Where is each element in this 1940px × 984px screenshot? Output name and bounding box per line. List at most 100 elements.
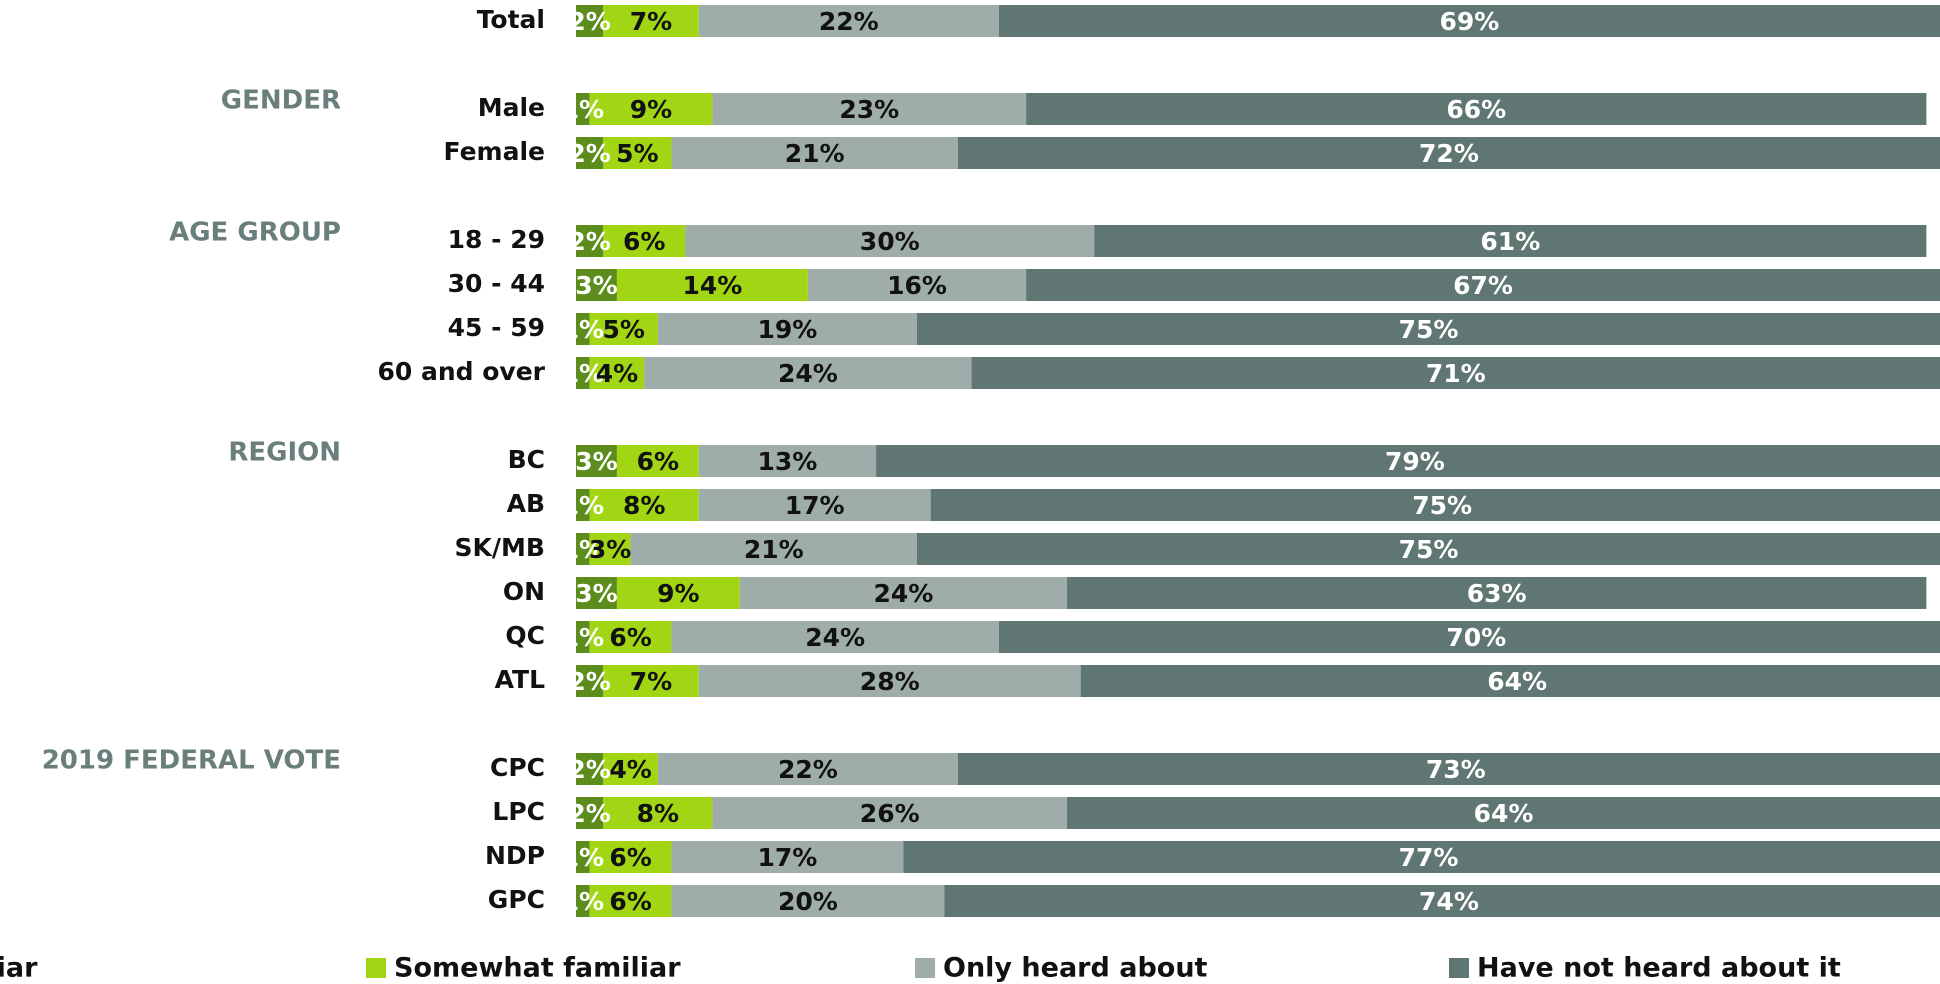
value-label: 9%: [630, 95, 672, 124]
bar-segment: [998, 621, 1940, 653]
group-label: GENDER: [221, 86, 341, 116]
value-label: 3%: [575, 271, 617, 300]
value-label: 71%: [1426, 359, 1486, 388]
bar-segment: [1067, 577, 1927, 609]
bar-segment: [589, 93, 713, 125]
category-label: 60 and over: [377, 357, 545, 386]
bar-segment: [998, 5, 1940, 37]
bar-segment: [630, 533, 917, 565]
value-label: 17%: [757, 843, 817, 872]
category-label: 30 - 44: [448, 269, 545, 298]
bar-segment: [576, 841, 590, 873]
value-label: 69%: [1439, 7, 1499, 36]
bar-segment: [644, 357, 972, 389]
bar-segment: [807, 269, 1027, 301]
bar-segment: [698, 489, 931, 521]
bar-segment: [589, 841, 672, 873]
value-label: 64%: [1487, 667, 1547, 696]
value-label: 8%: [623, 491, 665, 520]
value-label: 4%: [596, 359, 638, 388]
bar-segment: [576, 621, 590, 653]
bar-segment: [944, 885, 1940, 917]
group-label: AGE GROUP: [169, 218, 341, 248]
value-label: 3%: [575, 447, 617, 476]
value-label: 1%: [562, 359, 604, 388]
category-label: 18 - 29: [448, 225, 545, 254]
bar-segment: [576, 797, 604, 829]
value-label: 13%: [757, 447, 817, 476]
bar-segment: [957, 753, 1940, 785]
bar-segment: [576, 5, 604, 37]
bar-segment: [616, 577, 740, 609]
value-label: 1%: [562, 623, 604, 652]
bar-segment: [739, 577, 1068, 609]
bar-segment: [698, 5, 999, 37]
value-label: 63%: [1467, 579, 1527, 608]
value-label: 77%: [1399, 843, 1459, 872]
value-label: 3%: [589, 535, 631, 564]
value-label: 6%: [609, 623, 651, 652]
category-label: NDP: [485, 841, 545, 870]
value-label: 21%: [744, 535, 804, 564]
value-label: 1%: [562, 843, 604, 872]
value-label: 3%: [575, 579, 617, 608]
value-label: 75%: [1399, 315, 1459, 344]
group-label: 2019 FEDERAL VOTE: [42, 746, 341, 776]
value-label: 4%: [609, 755, 651, 784]
value-label: 14%: [682, 271, 742, 300]
bar-segment: [1067, 797, 1940, 829]
value-label: 1%: [562, 535, 604, 564]
bar-segment: [576, 885, 590, 917]
bar-segment: [576, 577, 617, 609]
value-label: 1%: [562, 887, 604, 916]
bar-segment: [903, 841, 1940, 873]
value-label: 21%: [785, 139, 845, 168]
category-label: Total: [477, 5, 545, 34]
bar-segment: [589, 489, 699, 521]
value-label: 16%: [887, 271, 947, 300]
value-label: 2%: [568, 227, 610, 256]
value-label: 22%: [778, 755, 838, 784]
value-label: 24%: [873, 579, 933, 608]
bar-segment: [576, 753, 604, 785]
value-label: 30%: [860, 227, 920, 256]
bar-segment: [698, 665, 1081, 697]
legend-swatch: [1449, 958, 1469, 978]
value-label: 75%: [1412, 491, 1472, 520]
bar-segment: [1026, 93, 1927, 125]
bar-segment: [576, 269, 617, 301]
value-label: 28%: [860, 667, 920, 696]
bar-segment: [576, 665, 604, 697]
value-label: 6%: [609, 887, 651, 916]
bar-segment: [971, 357, 1940, 389]
value-label: 2%: [568, 667, 610, 696]
category-label: BC: [508, 445, 545, 474]
bar-segment: [712, 797, 1068, 829]
value-label: 5%: [603, 315, 645, 344]
bar-area: 2% 7% 22% 69%1% 9% 23% 66%2% 5% 21% 72%2% 6% 30% 61%…: [562, 5, 1940, 917]
bar-segment: [603, 665, 699, 697]
value-label: 24%: [805, 623, 865, 652]
bar-segment: [657, 753, 958, 785]
value-label: 75%: [1399, 535, 1459, 564]
bar-segment: [589, 357, 645, 389]
value-label: 6%: [609, 843, 651, 872]
legend-label: Only heard about: [943, 953, 1208, 984]
bar-segment: [576, 225, 604, 257]
bar-segment: [917, 313, 1940, 345]
value-label: 17%: [785, 491, 845, 520]
value-label: 1%: [562, 315, 604, 344]
value-label: 70%: [1446, 623, 1506, 652]
value-label: 5%: [616, 139, 658, 168]
category-label: CPC: [490, 753, 545, 782]
bar-segment: [576, 137, 604, 169]
value-label: 9%: [657, 579, 699, 608]
category-label: AB: [507, 489, 545, 518]
value-label: 6%: [623, 227, 665, 256]
bar-segment: [576, 533, 590, 565]
category-label: LPC: [492, 797, 545, 826]
category-label: QC: [505, 621, 545, 650]
value-label: 2%: [568, 7, 610, 36]
category-label: ON: [503, 577, 545, 606]
